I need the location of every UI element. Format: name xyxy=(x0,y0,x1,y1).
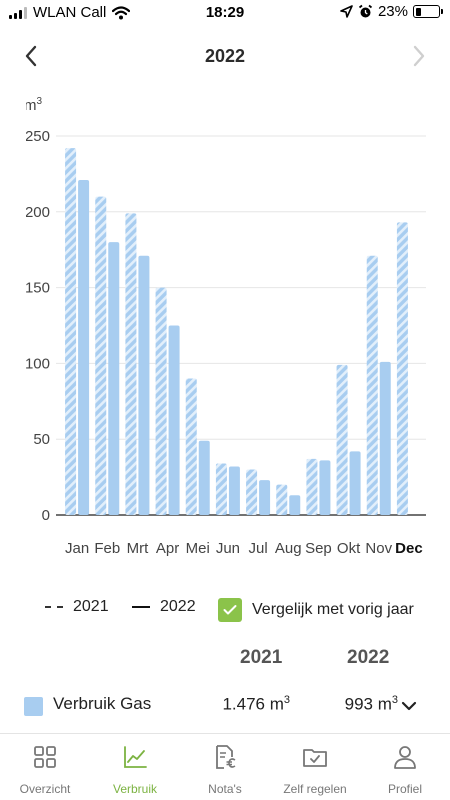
legend-2021: 2021 xyxy=(45,598,109,616)
tab-label: Verbruik xyxy=(112,782,158,796)
person-icon xyxy=(394,746,416,769)
bar-2021-mei[interactable] xyxy=(185,378,197,515)
bar-2021-okt[interactable] xyxy=(336,364,348,515)
battery-icon xyxy=(413,5,443,18)
x-tick-label[interactable]: Mrt xyxy=(127,540,149,557)
bar-2022-mrt[interactable] xyxy=(138,255,150,516)
dashed-line-icon xyxy=(45,606,63,608)
chevron-right-icon xyxy=(413,45,425,67)
bar-2022-jan[interactable] xyxy=(78,179,90,515)
solid-line-icon xyxy=(132,606,150,608)
x-tick-label[interactable]: Aug xyxy=(275,540,302,557)
grid-icon xyxy=(34,746,56,768)
bar-2021-nov[interactable] xyxy=(366,255,378,516)
signal-icon xyxy=(9,6,27,19)
check-icon xyxy=(223,605,237,615)
value-2021: 1.476 m3 xyxy=(222,694,290,714)
x-tick-label[interactable]: Nov xyxy=(365,540,392,557)
tab-label: Nota's xyxy=(208,782,242,796)
tab-label: Overzicht xyxy=(19,782,71,796)
y-tick-label: 50 xyxy=(33,431,50,448)
x-tick-label[interactable]: Mei xyxy=(186,540,210,557)
bar-2022-apr[interactable] xyxy=(168,325,180,516)
summary-row-label: Verbruik Gas xyxy=(53,694,152,713)
tab-zelf-regelen[interactable]: Zelf regelen xyxy=(270,734,360,800)
chart-line-icon xyxy=(124,746,147,768)
legend-2021-label: 2021 xyxy=(73,598,109,615)
carrier-label: WLAN Call xyxy=(33,4,107,21)
bar-2022-jul[interactable] xyxy=(259,480,271,515)
bar-2022-jun[interactable] xyxy=(228,466,240,515)
x-tick-label[interactable]: Feb xyxy=(94,540,120,557)
wifi-icon xyxy=(112,5,131,19)
bar-2022-sep[interactable] xyxy=(319,460,331,515)
value-2022: 993 m3 xyxy=(344,694,398,714)
bar-2021-aug[interactable] xyxy=(276,484,288,515)
bar-2021-feb[interactable] xyxy=(95,196,107,515)
x-tick-label[interactable]: Sep xyxy=(305,540,332,557)
gas-color-swatch xyxy=(24,697,43,716)
bar-2021-jan[interactable] xyxy=(65,148,77,515)
location-icon xyxy=(340,5,353,18)
compare-toggle[interactable]: Vergelijk met vorig jaar xyxy=(218,598,414,622)
x-tick-label[interactable]: Dec xyxy=(395,540,423,557)
y-tick-label: 200 xyxy=(25,204,50,221)
alarm-icon xyxy=(358,4,373,18)
invoice-euro-icon xyxy=(216,745,236,769)
x-tick-label[interactable]: Jul xyxy=(248,540,267,557)
y-tick-label: 150 xyxy=(25,280,50,297)
x-tick-label[interactable]: Jan xyxy=(65,540,89,557)
x-tick-label[interactable]: Apr xyxy=(156,540,179,557)
status-bar: WLAN Call 18:29 23% xyxy=(0,0,450,26)
bar-2021-jul[interactable] xyxy=(246,469,258,515)
y-tick-label: 100 xyxy=(25,355,50,372)
bar-2021-sep[interactable] xyxy=(306,458,318,515)
tab-verbruik[interactable]: Verbruik xyxy=(90,734,180,800)
status-time: 18:29 xyxy=(205,4,245,21)
x-tick-label[interactable]: Jun xyxy=(216,540,240,557)
bar-2021-apr[interactable] xyxy=(155,287,167,515)
legend-2022: 2022 xyxy=(132,598,196,616)
chevron-down-icon[interactable] xyxy=(400,697,418,715)
previous-year-button[interactable] xyxy=(17,42,45,70)
tab-profiel[interactable]: Profiel xyxy=(360,734,450,800)
summary-year-2022: 2022 xyxy=(347,647,390,668)
next-year-button[interactable] xyxy=(405,42,433,70)
bar-2022-nov[interactable] xyxy=(379,361,391,515)
y-tick-label: 0 xyxy=(42,507,50,524)
chevron-left-icon xyxy=(25,45,37,67)
folder-check-icon xyxy=(303,749,327,767)
y-axis-unit-label: m3 xyxy=(24,96,43,114)
bar-2022-feb[interactable] xyxy=(108,242,120,515)
bottom-navigation: Overzicht Verbruik Nota's Zelf regelen P… xyxy=(0,733,450,800)
bar-2022-mei[interactable] xyxy=(198,440,210,515)
tab-notas[interactable]: Nota's xyxy=(180,734,270,800)
bar-2022-aug[interactable] xyxy=(289,495,301,515)
page-title: 2022 xyxy=(204,46,246,66)
tab-label: Profiel xyxy=(387,782,422,796)
header: 2022 xyxy=(0,30,450,82)
summary-row-gas[interactable]: Verbruik Gas 1.476 m3 993 m3 xyxy=(0,690,450,720)
bar-2021-mrt[interactable] xyxy=(125,213,137,515)
x-tick-label[interactable]: Okt xyxy=(337,540,361,557)
compare-label: Vergelijk met vorig jaar xyxy=(252,601,414,618)
tab-overzicht[interactable]: Overzicht xyxy=(0,734,90,800)
bar-2021-dec[interactable] xyxy=(396,222,408,516)
usage-chart-svg: m3 0 50 100 150 200 250 Jan Feb Mrt Apr Mei Jun Jul Au… xyxy=(24,96,426,557)
battery-percent: 23% xyxy=(377,3,408,20)
bar-2021-jun[interactable] xyxy=(215,463,227,515)
tab-label: Zelf regelen xyxy=(283,782,347,796)
y-tick-label: 250 xyxy=(25,128,50,145)
legend-2022-label: 2022 xyxy=(160,598,196,615)
summary-year-2021: 2021 xyxy=(240,647,283,668)
usage-chart: m3 0 50 100 150 200 250 Jan Feb Mrt Apr Mei Jun Jul Au… xyxy=(0,88,450,568)
bar-2022-okt[interactable] xyxy=(349,451,361,515)
compare-checkbox[interactable] xyxy=(218,598,242,622)
chart-legend: 2021 2022 Vergelijk met vorig jaar xyxy=(0,594,450,624)
